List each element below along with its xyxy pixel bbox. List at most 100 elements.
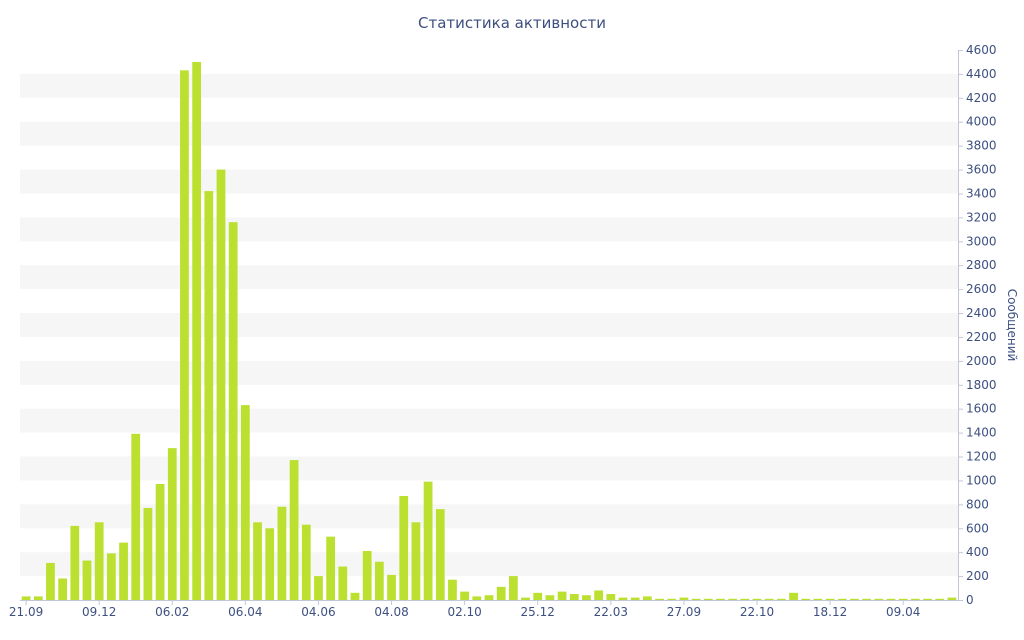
bar[interactable] [131,433,141,600]
bar[interactable] [33,596,43,600]
grid-band [20,265,958,290]
bar[interactable] [460,591,470,600]
bar[interactable] [70,525,80,600]
bar[interactable] [813,598,823,600]
y-tick-label: 4600 [966,43,997,57]
x-tick-label: 21.09 [9,605,43,619]
bar[interactable] [910,598,920,600]
y-tick-label: 600 [966,521,989,535]
bar[interactable] [301,524,311,600]
bar[interactable] [764,598,774,600]
bar[interactable] [776,598,786,600]
bar[interactable] [253,522,262,600]
bar[interactable] [655,598,664,600]
bar[interactable] [484,595,494,600]
bar[interactable] [362,550,372,600]
y-tick-label: 4400 [966,67,997,81]
bar[interactable] [423,481,433,600]
bar[interactable] [21,596,31,600]
y-tick-label: 800 [966,497,989,511]
bar[interactable] [326,536,336,600]
bar[interactable] [691,598,701,600]
bar[interactable] [716,598,725,600]
bar[interactable] [496,586,506,600]
y-tick-label: 3000 [966,234,997,248]
bar[interactable] [58,578,68,600]
bar[interactable] [886,598,896,600]
bar[interactable] [411,522,421,600]
y-tick-label: 3600 [966,163,997,177]
bar[interactable] [277,506,287,600]
bar[interactable] [46,562,55,600]
bar[interactable] [667,598,677,600]
bar[interactable] [216,169,226,600]
bar[interactable] [82,560,92,600]
bar[interactable] [350,592,360,600]
y-tick-label: 3800 [966,139,997,153]
bar[interactable] [789,592,798,600]
x-tick-label: 04.06 [301,605,335,619]
bar[interactable] [582,595,591,600]
bar[interactable] [728,598,738,600]
bar[interactable] [837,598,847,600]
bar[interactable] [204,191,214,600]
bar[interactable] [180,70,189,600]
bar[interactable] [448,579,457,600]
bar[interactable] [435,509,445,600]
bar[interactable] [508,576,518,600]
bar[interactable] [947,597,957,600]
bar[interactable] [679,597,689,600]
bar[interactable] [850,598,859,600]
bars [21,61,957,601]
bar[interactable] [752,598,762,600]
bar[interactable] [338,566,348,600]
bar[interactable] [862,598,872,600]
bar[interactable] [192,61,202,600]
bar[interactable] [557,591,567,600]
bar[interactable] [618,597,628,600]
bar[interactable] [228,222,238,601]
bar[interactable] [801,598,811,600]
x-tick-label: 09.04 [886,605,920,619]
bar[interactable] [569,594,579,600]
bar[interactable] [314,576,323,600]
y-tick-label: 1400 [966,426,997,440]
grid-band [20,169,958,194]
y-tick-label: 2200 [966,330,997,344]
bar[interactable] [374,561,384,600]
bar[interactable] [387,574,396,600]
x-tick-label: 06.02 [155,605,189,619]
bar[interactable] [399,495,409,600]
bar[interactable] [606,594,616,600]
bar[interactable] [740,598,750,600]
bar[interactable] [642,596,652,600]
bar[interactable] [167,448,177,600]
bar[interactable] [630,597,640,600]
x-tick-label: 18.12 [813,605,847,619]
bar[interactable] [119,542,128,600]
bar[interactable] [240,405,250,600]
bar[interactable] [106,553,116,600]
bar[interactable] [935,598,945,600]
bar[interactable] [289,460,299,600]
bar[interactable] [265,528,275,600]
bar[interactable] [594,590,604,600]
bar[interactable] [155,484,165,600]
bar[interactable] [533,592,543,600]
x-tick-label: 09.12 [82,605,116,619]
bar[interactable] [923,598,932,600]
x-axis-ticks: 21.09 09.12 06.02 06.04 04.06 04.08 02.10 25.12… [9,600,920,619]
bar[interactable] [874,598,884,600]
bar[interactable] [472,596,482,600]
bar[interactable] [521,597,530,600]
grid-band [20,313,958,337]
bar[interactable] [545,595,555,600]
bar[interactable] [143,507,153,600]
bar[interactable] [703,598,713,600]
y-tick-label: 2600 [966,282,997,296]
y-tick-label: 2800 [966,258,997,272]
bar[interactable] [898,598,908,600]
bar[interactable] [825,598,835,600]
bar[interactable] [94,522,104,600]
